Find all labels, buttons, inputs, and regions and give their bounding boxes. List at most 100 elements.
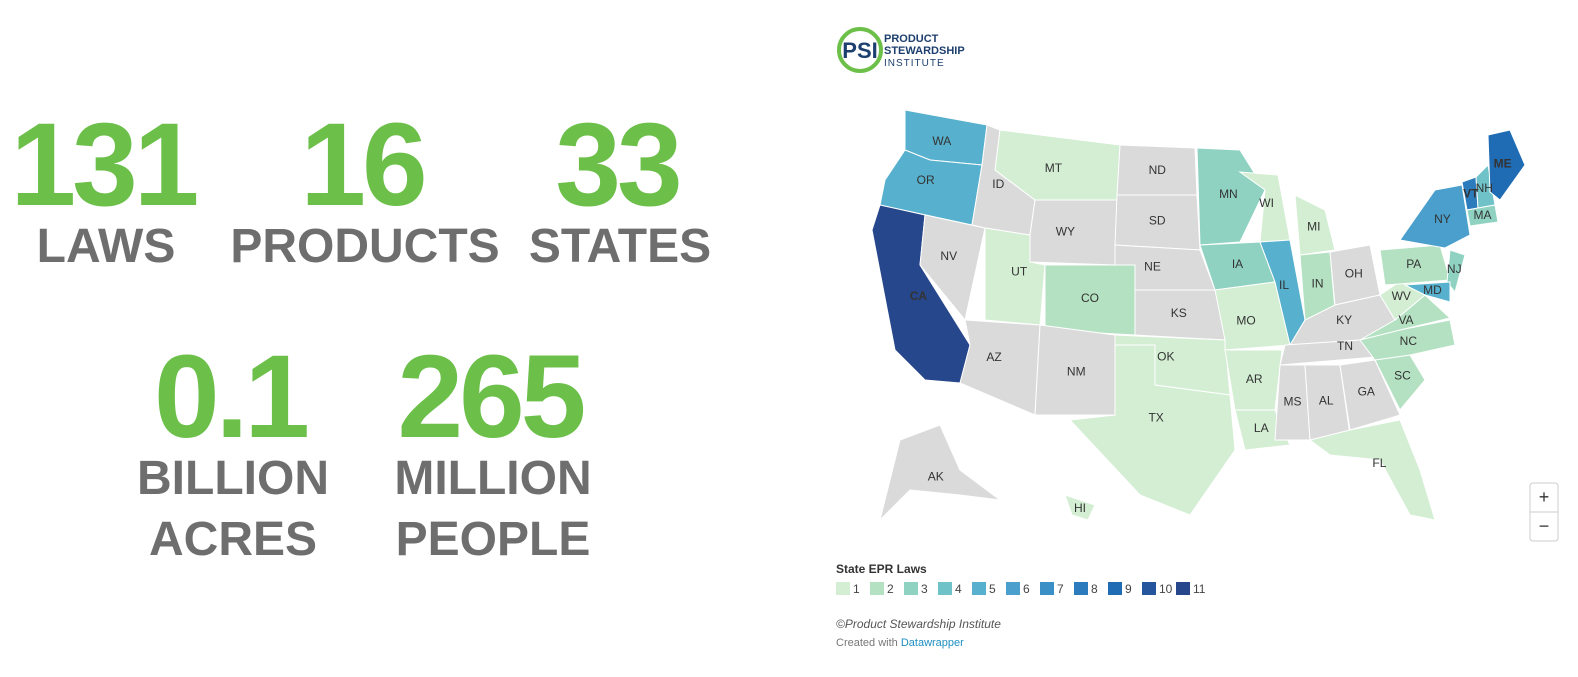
state-label: OK <box>1157 350 1174 364</box>
state-label: IA <box>1232 257 1243 271</box>
stat-label: MILLION <box>394 452 591 505</box>
state-label: NC <box>1400 334 1418 348</box>
legend-label: 5 <box>989 582 996 596</box>
zoom-out[interactable]: − <box>1539 516 1550 536</box>
legend: 1 2 3 4 5 6 7 8 9 10 11 <box>836 582 1206 596</box>
state-label: SD <box>1149 213 1166 227</box>
state-label: VT <box>1463 186 1479 200</box>
state-label: MO <box>1236 314 1255 328</box>
legend-label: 9 <box>1125 582 1132 596</box>
state <box>879 424 1002 522</box>
legend-swatch <box>1074 582 1088 595</box>
state-label: MI <box>1307 220 1320 234</box>
legend-title: State EPR Laws <box>836 562 927 576</box>
legend-swatch <box>972 582 986 595</box>
legend-label: 4 <box>955 582 962 596</box>
stat-label: STATES <box>529 220 711 273</box>
state-label: NM <box>1067 365 1086 379</box>
created-text: Created with <box>836 637 898 649</box>
state-label: NV <box>940 249 957 263</box>
legend-label: 1 <box>853 582 860 596</box>
logo-line: STEWARDSHIP <box>884 45 965 57</box>
state-label: MT <box>1045 161 1063 175</box>
state <box>1068 344 1236 516</box>
state <box>1359 294 1452 341</box>
state <box>1466 204 1499 227</box>
state <box>1064 494 1096 521</box>
state-label: UT <box>1011 265 1028 279</box>
state-label: NH <box>1476 181 1493 195</box>
state-label: ME <box>1494 157 1512 171</box>
state-label: PA <box>1406 257 1421 271</box>
state-label: ID <box>992 177 1004 191</box>
state-label: AZ <box>986 350 1001 364</box>
state-label: NY <box>1434 212 1451 226</box>
state-label: ND <box>1149 163 1167 177</box>
stat-number: 131 <box>11 99 197 231</box>
legend-label: 7 <box>1057 582 1064 596</box>
state <box>959 319 1041 416</box>
state-label: MN <box>1219 187 1238 201</box>
state <box>1446 249 1466 294</box>
state-label: WY <box>1056 225 1075 239</box>
stat-label: BILLION <box>137 452 329 505</box>
legend-swatch <box>1040 582 1054 595</box>
state-label: NJ <box>1447 262 1462 276</box>
state <box>1294 194 1336 256</box>
stat-label: ACRES <box>149 513 317 566</box>
state-label: AR <box>1246 372 1263 386</box>
legend-swatch <box>938 582 952 595</box>
legend-swatch <box>870 582 884 595</box>
state-label: FL <box>1372 456 1386 470</box>
state-label: TN <box>1337 339 1353 353</box>
stat-label: PEOPLE <box>396 513 591 566</box>
legend-label: 6 <box>1023 582 1030 596</box>
state-label: HI <box>1074 501 1086 515</box>
state-label: CO <box>1081 291 1099 305</box>
state-label: OR <box>917 173 935 187</box>
state <box>1029 199 1118 266</box>
map: WA OR CA NV ID MT WY UT CO AZ NM ND SD NE KS OK TX MN IA MO… <box>871 109 1526 522</box>
zoom-controls: + − <box>1529 482 1559 542</box>
state-label: VA <box>1398 313 1413 327</box>
zoom-in[interactable]: + <box>1539 487 1550 507</box>
legend-swatch <box>1108 582 1122 595</box>
state-label: SC <box>1394 368 1411 382</box>
created-with: Created with Datawrapper <box>836 637 964 649</box>
stat-label: PRODUCTS <box>230 220 499 273</box>
source: ©Product Stewardship Institute <box>836 617 1001 631</box>
logo-line: INSTITUTE <box>884 58 945 69</box>
state-label: AL <box>1319 393 1334 407</box>
state-label: IN <box>1312 276 1324 290</box>
state-label: NE <box>1144 260 1161 274</box>
state <box>1339 359 1401 431</box>
legend-swatch <box>1006 582 1020 595</box>
state-label: IL <box>1279 278 1289 292</box>
legend-swatch <box>1142 582 1156 595</box>
state <box>1308 419 1436 521</box>
state-label: TX <box>1148 411 1163 425</box>
legend-swatch <box>836 582 850 595</box>
legend-swatch <box>904 582 918 595</box>
state-label: KS <box>1171 306 1187 320</box>
legend-label: 10 <box>1159 582 1173 596</box>
state-label: WA <box>932 134 951 148</box>
logo-mark: PSI <box>842 38 877 63</box>
state-label: KY <box>1336 313 1352 327</box>
logo-line: PRODUCT <box>884 33 939 45</box>
legend-label: 2 <box>887 582 894 596</box>
legend-label: 3 <box>921 582 928 596</box>
stat-number: 16 <box>300 99 424 231</box>
logo: PSI PRODUCT STEWARDSHIP INSTITUTE <box>837 27 965 73</box>
state-label: GA <box>1358 385 1375 399</box>
state-label: MS <box>1284 395 1302 409</box>
tool-link[interactable]: Datawrapper <box>901 637 964 649</box>
legend-label: 8 <box>1091 582 1098 596</box>
state <box>1399 184 1471 249</box>
state-label: MA <box>1474 208 1492 222</box>
stat-label: LAWS <box>37 220 176 273</box>
state-label: MD <box>1423 283 1442 297</box>
state-label: LA <box>1254 421 1269 435</box>
